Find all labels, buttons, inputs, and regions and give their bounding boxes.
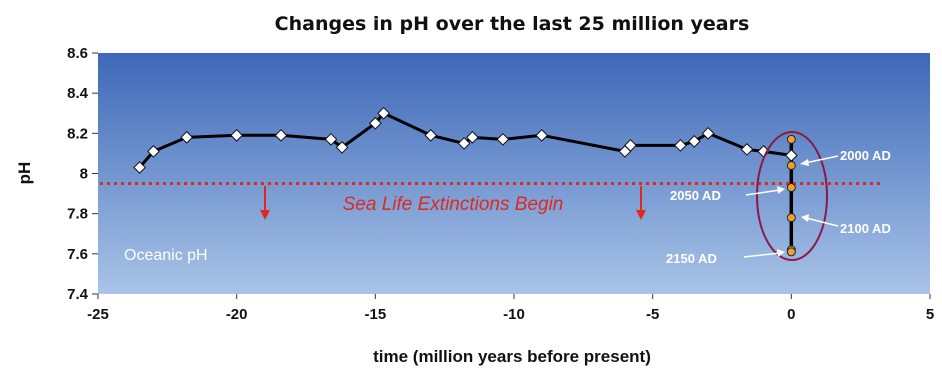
data-point: [324, 132, 338, 146]
data-point: [687, 135, 701, 148]
data-point: [368, 116, 382, 130]
data-point: [740, 143, 754, 156]
right-arrowhead: [636, 210, 646, 220]
data-point: [466, 130, 479, 144]
arrowhead-2150: [777, 249, 785, 257]
y-axis-label: pH: [15, 162, 34, 185]
projection-point: [786, 160, 796, 170]
data-point: [377, 106, 391, 120]
arrow-2100: [805, 217, 839, 227]
y-tick-label: 7.6: [67, 246, 88, 263]
left-arrowhead: [260, 210, 270, 220]
y-axis-ticks: 7.4 7.6 7.8 8 8.2 8.4 8.6: [67, 45, 98, 303]
label-2000-ad: 2000 AD: [840, 148, 891, 163]
arrowhead-2050: [777, 186, 785, 194]
x-tick-label: 0: [787, 306, 795, 323]
extinction-label: Sea Life Extinctions Begin: [343, 194, 564, 215]
data-point: [133, 161, 146, 174]
data-point: [674, 139, 687, 152]
x-tick-label: 5: [926, 306, 934, 323]
y-tick-label: 7.8: [67, 206, 88, 223]
label-2050-ad: 2050 AD: [670, 188, 721, 203]
data-point: [147, 145, 160, 158]
chart-title: Changes in pH over the last 25 million y…: [275, 13, 750, 35]
y-tick-label: 7.4: [67, 286, 89, 303]
projection-point: [786, 183, 796, 193]
data-point: [496, 132, 510, 146]
data-point: [535, 128, 549, 142]
data-point: [180, 130, 194, 144]
y-tick-label: 8.2: [67, 125, 88, 142]
plot-area: [98, 53, 930, 294]
data-point: [230, 128, 244, 142]
series-markers: [133, 106, 798, 257]
projection-annotations: 2000 AD 2050 AD 2100 AD 2150 AD: [666, 148, 891, 266]
projection-point: [786, 247, 796, 257]
data-point: [424, 128, 438, 142]
y-tick-label: 8.6: [67, 45, 88, 62]
y-tick-label: 8: [80, 166, 88, 183]
data-point: [784, 149, 798, 162]
oceanic-ph-label: Oceanic pH: [124, 247, 208, 264]
data-point: [624, 139, 637, 152]
projection-point: [786, 213, 796, 223]
arrow-2050: [745, 189, 781, 196]
x-tick-label: -20: [226, 306, 248, 323]
arrowhead-2100: [801, 214, 809, 222]
x-tick-label: -15: [364, 306, 386, 323]
y-tick-label: 8.4: [67, 85, 89, 102]
data-point: [457, 137, 471, 150]
arrow-2150: [743, 252, 781, 258]
arrow-2000: [804, 155, 839, 164]
arrowhead-2000: [800, 159, 809, 166]
projection-point: [786, 134, 796, 144]
data-point: [335, 141, 349, 154]
data-point: [701, 126, 715, 140]
projection-ellipse: [756, 131, 828, 261]
x-axis-ticks: -25 -20 -15 -10 -5 0 5: [87, 294, 934, 323]
x-tick-label: -25: [87, 306, 109, 323]
x-tick-label: -10: [503, 306, 525, 323]
label-2100-ad: 2100 AD: [840, 221, 891, 236]
extinction-arrows: [260, 186, 646, 220]
series-line-0: [138, 111, 792, 169]
x-axis-label: time (million years before present): [373, 347, 651, 366]
x-tick-label: -5: [646, 306, 659, 323]
data-point: [274, 128, 288, 142]
label-2150-ad: 2150 AD: [666, 251, 717, 266]
